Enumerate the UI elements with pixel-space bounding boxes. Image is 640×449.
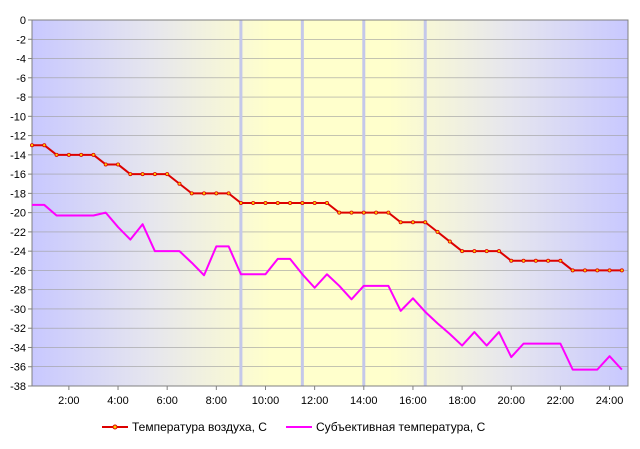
series-point (29, 143, 34, 148)
series-point (54, 152, 59, 157)
legend-label-air: Температура воздуха, С (132, 420, 267, 434)
y-tick-label: -12 (10, 131, 26, 143)
series-point (558, 258, 563, 263)
series-point (275, 200, 280, 205)
series-point (91, 152, 96, 157)
series-point (189, 191, 194, 196)
series-point (386, 210, 391, 215)
series-point (214, 191, 219, 196)
series-point (435, 229, 440, 234)
series-point (509, 258, 514, 263)
series-point (165, 172, 170, 177)
series-point (202, 191, 207, 196)
x-tick-label: 12:00 (301, 395, 329, 407)
plot-border (31, 19, 629, 387)
series-point (374, 210, 379, 215)
series-point (496, 249, 501, 254)
series-point (607, 268, 612, 273)
legend-label-feel: Субъективная температура, С (316, 420, 486, 434)
y-tick-label: -38 (10, 381, 26, 393)
y-axis: 0 -2 -4 -6 -8 -10 -12 -14 -16 -18 -20 -22 -24 -26 -28 -… (10, 15, 32, 393)
series-point (423, 220, 428, 225)
series-point (300, 200, 305, 205)
y-tick-label: -22 (10, 227, 26, 239)
y-tick-label: -24 (10, 246, 26, 258)
series-point (324, 200, 329, 205)
series-point (116, 162, 121, 167)
y-tick-label: -16 (10, 169, 26, 181)
series-point (546, 258, 551, 263)
series-point (582, 268, 587, 273)
series-point (398, 220, 403, 225)
series-point (460, 249, 465, 254)
series-point (177, 181, 182, 186)
series-point (251, 200, 256, 205)
y-tick-label: -28 (10, 285, 26, 297)
x-tick-label: 8:00 (206, 395, 227, 407)
series-point (140, 172, 145, 177)
series-layer (29, 143, 624, 371)
series-point (595, 268, 600, 273)
series-point (484, 249, 489, 254)
y-tick-label: -26 (10, 265, 26, 277)
y-tick-label: -30 (10, 304, 26, 316)
series-point (128, 172, 133, 177)
series-point (288, 200, 293, 205)
x-axis: 2:00 4:00 6:00 8:00 10:00 12:00 14:00 16:00 18:0… (58, 386, 623, 407)
series-point (103, 162, 108, 167)
series-point (42, 143, 47, 148)
y-tick-label: -2 (16, 34, 26, 46)
legend: Температура воздуха, С Субъективная темп… (102, 420, 486, 434)
series-point (447, 239, 452, 244)
grid-layer (32, 38, 628, 368)
x-tick-label: 14:00 (350, 395, 378, 407)
y-tick-label: -4 (16, 54, 26, 66)
x-tick-label: 4:00 (107, 395, 128, 407)
x-tick-label: 10:00 (252, 395, 280, 407)
series-point (226, 191, 231, 196)
series-point (312, 200, 317, 205)
y-tick-label: -6 (16, 73, 26, 85)
y-tick-label: -14 (10, 150, 26, 162)
y-tick-label: -20 (10, 208, 26, 220)
y-tick-label: -34 (10, 342, 26, 354)
y-tick-label: -8 (16, 92, 26, 104)
series-point (79, 152, 84, 157)
x-tick-label: 2:00 (58, 395, 79, 407)
series-point (263, 200, 268, 205)
x-tick-label: 20:00 (497, 395, 525, 407)
series-point (337, 210, 342, 215)
y-tick-label: -32 (10, 323, 26, 335)
series-point (66, 152, 71, 157)
x-tick-label: 22:00 (547, 395, 575, 407)
y-tick-label: -18 (10, 188, 26, 200)
series-point (410, 220, 415, 225)
series-point (570, 268, 575, 273)
series-point (361, 210, 366, 215)
y-tick-label: 0 (20, 15, 26, 27)
y-tick-label: -10 (10, 111, 26, 123)
series-point (238, 200, 243, 205)
series-point (472, 249, 477, 254)
x-tick-label: 16:00 (399, 395, 427, 407)
series-point (521, 258, 526, 263)
series-point (349, 210, 354, 215)
plot-background (32, 20, 628, 386)
y-tick-label: -36 (10, 362, 26, 374)
x-tick-label: 24:00 (596, 395, 624, 407)
x-tick-label: 18:00 (448, 395, 476, 407)
x-tick-label: 6:00 (156, 395, 177, 407)
series-line-1 (32, 203, 623, 371)
legend-marker-air (112, 424, 118, 430)
series-point (152, 172, 157, 177)
series-point (619, 268, 624, 273)
series-point (533, 258, 538, 263)
